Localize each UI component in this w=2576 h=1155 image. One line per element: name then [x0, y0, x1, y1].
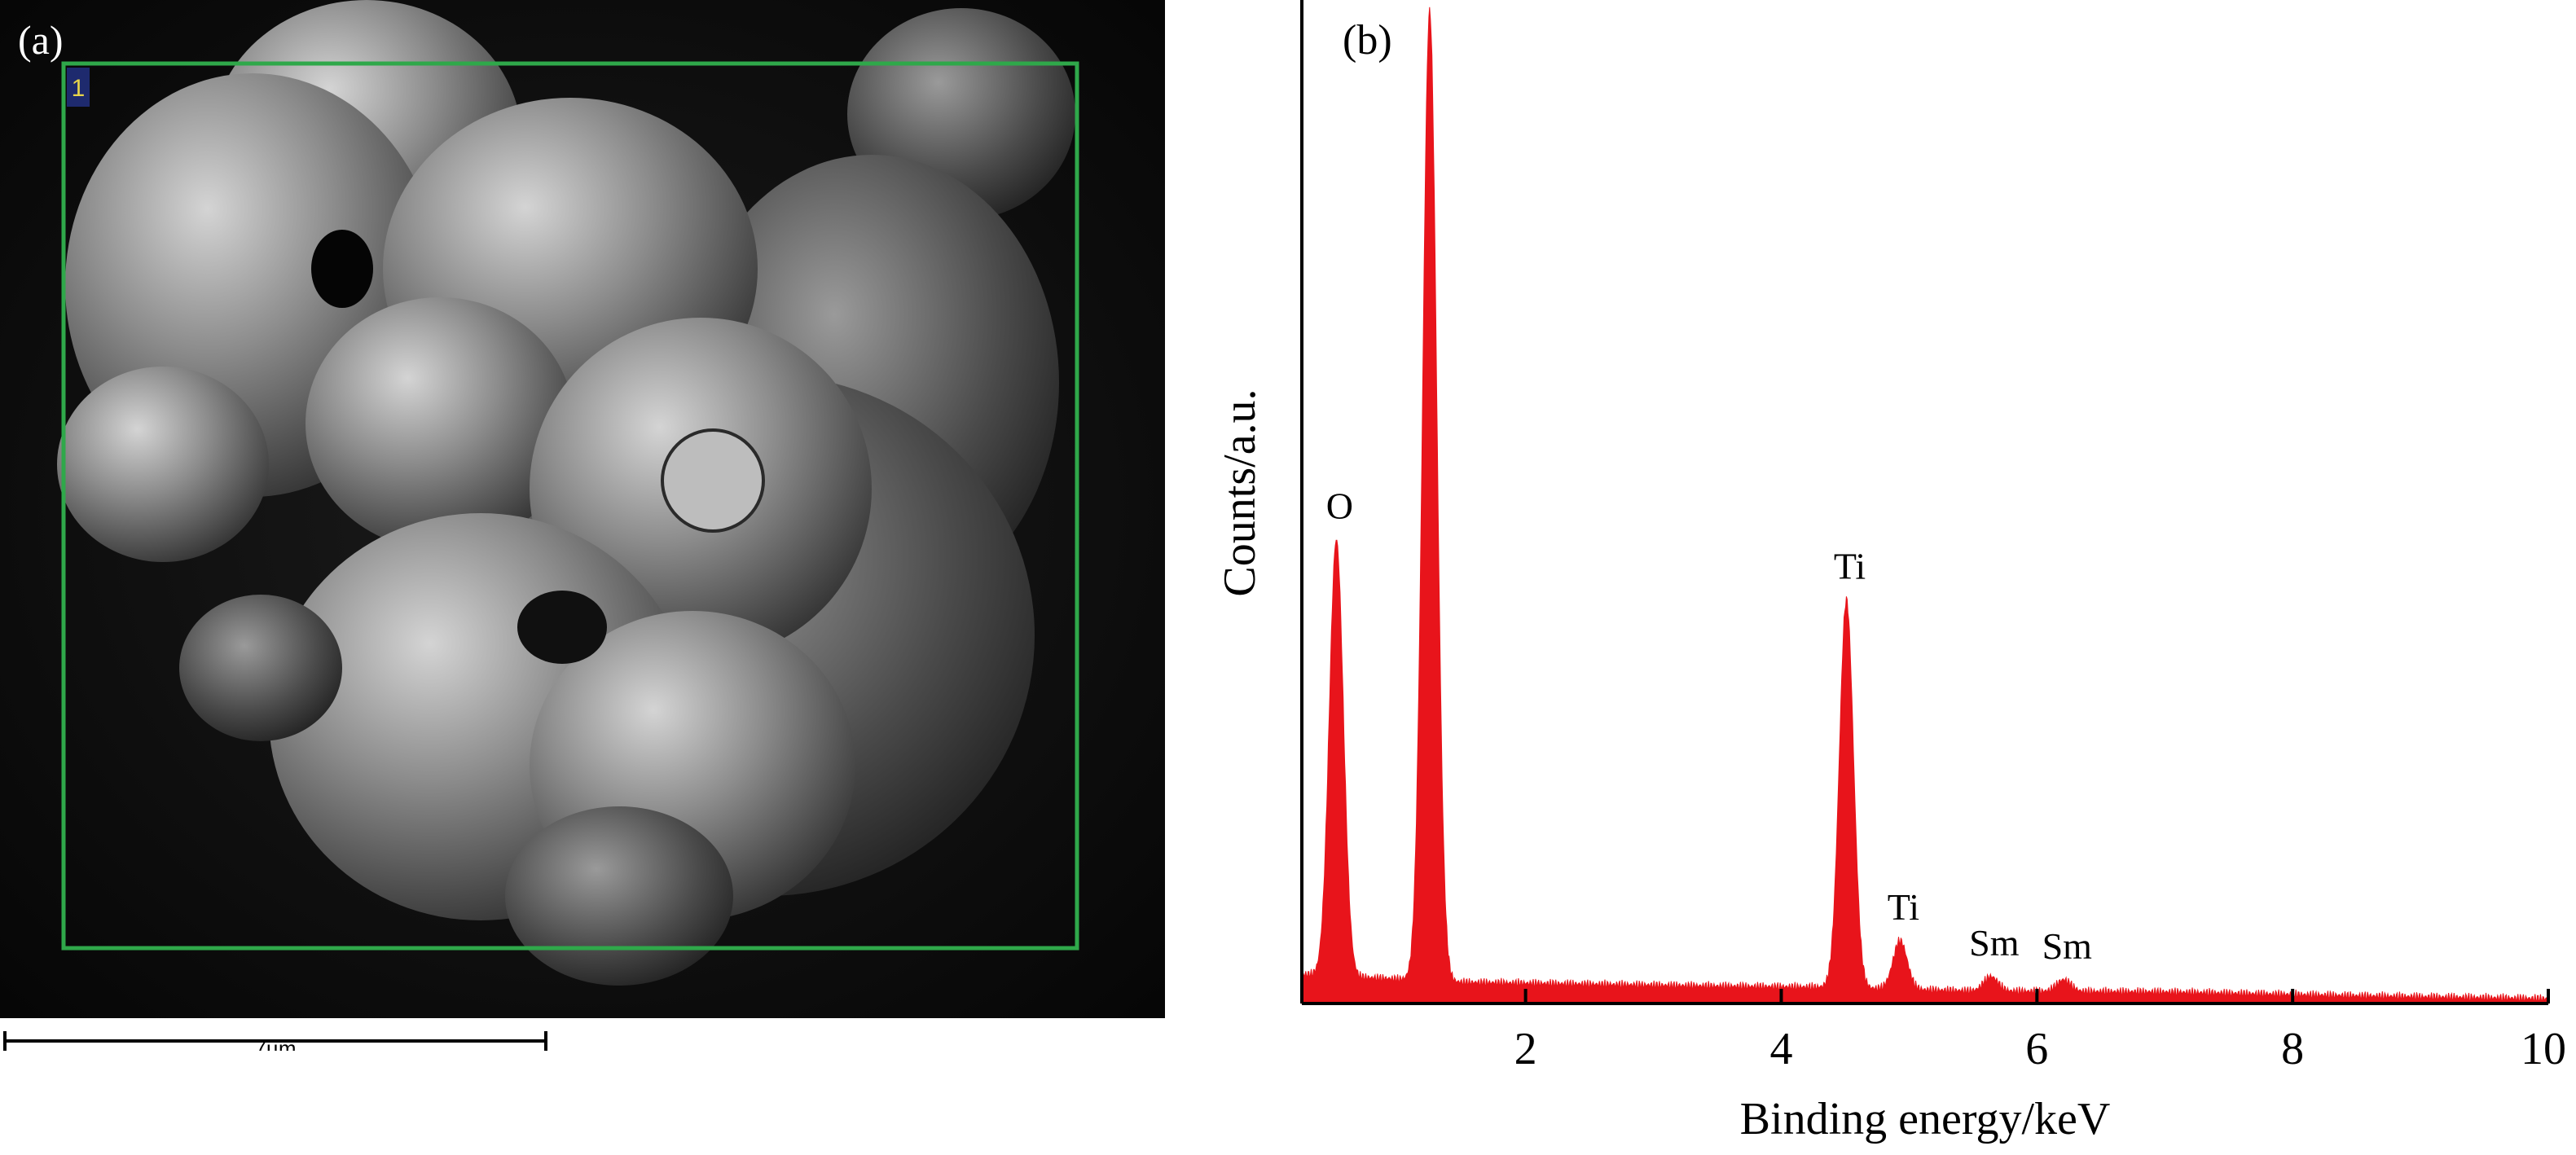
particle-agglomerate [57, 0, 1075, 986]
x-tick-label: 8 [2281, 1024, 2304, 1074]
x-tick-label: 2 [1514, 1024, 1537, 1074]
roi-label: 1 [72, 75, 86, 102]
spectrum-area [1301, 7, 2549, 1004]
scale-bar [3, 1031, 547, 1051]
x-tick-label: 4 [1769, 1024, 1792, 1074]
peak-label-o: O [1326, 485, 1353, 526]
scale-bar-label: 7µm [254, 1036, 296, 1051]
peak-label-ti: Ti [1834, 546, 1866, 587]
panel-b-label: (b) [1343, 17, 1392, 64]
panel-a-label: (a) [18, 17, 64, 63]
x-tick-label: 10 [2521, 1024, 2566, 1074]
peak-label-ti: Ti [1888, 886, 1919, 928]
peak-label-sm: Sm [1969, 922, 2020, 964]
x-tick-label: 6 [2025, 1024, 2048, 1074]
peak-label-sm: Sm [2042, 925, 2093, 967]
y-axis-title: Counts/a.u. [1215, 389, 1265, 596]
sem-panel: 1 (a) 7µm [0, 0, 1165, 1061]
sem-figure: 1 (a) 7µm [0, 0, 1165, 1061]
roi-box [61, 61, 1079, 951]
roi-label-box [67, 68, 90, 107]
x-axis-title: Binding energy/keV [1740, 1094, 2111, 1144]
